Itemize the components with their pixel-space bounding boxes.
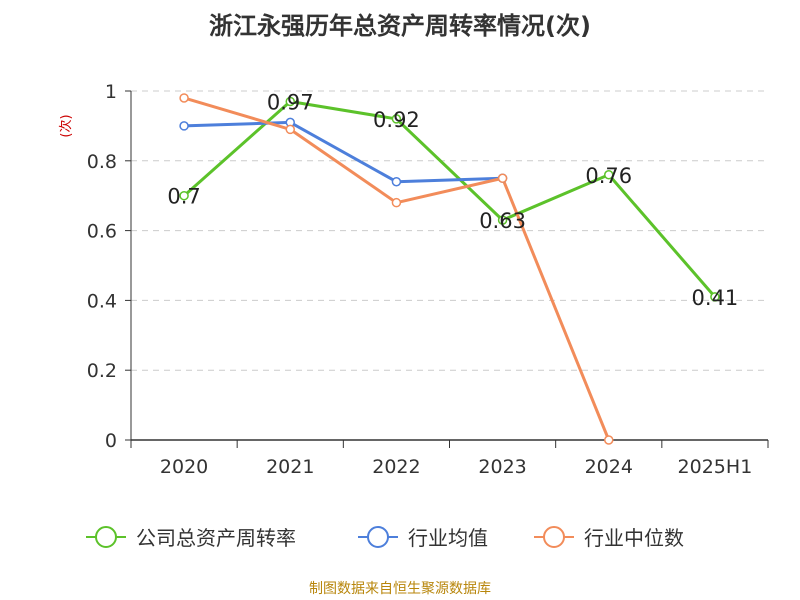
chart-title: 浙江永强历年总资产周转率情况(次) [209,12,591,40]
data-label: 0.92 [373,108,420,132]
data-point [604,170,614,180]
data-point [285,124,295,135]
data-point [604,435,614,445]
legend-marker [367,526,389,548]
y-tick-label: 0.6 [87,221,117,243]
data-point [391,176,402,187]
legend: 公司总资产周转率 行业均值 行业中位数 [86,526,684,550]
data-label: 0.41 [692,286,739,310]
legend-marker [543,526,565,548]
y-tick-label: 0.2 [87,360,117,382]
series-points [179,93,720,445]
x-tick-label: 2021 [266,456,314,478]
y-tick-label: 1 [105,81,117,103]
series-line [183,96,611,441]
x-tick-label: 2025H1 [678,456,753,478]
data-point [497,215,508,225]
y-tick-label: 0.4 [87,290,117,312]
axes [125,90,769,448]
x-tick-label: 2020 [160,456,208,478]
legend-label: 行业均值 [408,526,488,550]
series-lines [183,96,717,441]
data-point [285,96,295,107]
data-point [179,121,189,131]
x-tick-label: 2024 [585,456,633,478]
series-line [184,120,503,184]
data-source: 制图数据来自恒生聚源数据库 [309,581,491,597]
y-tick-label: 0.8 [87,151,117,173]
y-axis-label: (次) [58,114,74,137]
data-label: 0.97 [267,90,314,114]
data-label: 0.76 [585,164,632,188]
y-tick-label: 0 [105,430,117,452]
data-point [391,114,402,124]
data-point [391,197,402,208]
data-point [497,173,508,183]
data-label: 0.63 [479,209,526,233]
data-point [710,292,720,302]
grid-lines [131,90,768,371]
legend-marker [95,526,117,548]
series-line [183,99,717,298]
legend-label: 行业中位数 [584,526,684,550]
data-point [179,190,189,201]
data-label: 0.7 [167,185,200,209]
legend-label: 公司总资产周转率 [136,526,296,550]
tick-labels: 0 0.2 0.4 0.6 0.8 1 2020 2021 2022 2023 2024 2025H1 [87,81,753,478]
x-tick-label: 2023 [478,456,526,478]
data-labels: 0.7 0.97 0.92 0.63 0.76 0.41 [167,90,738,309]
data-point [179,93,189,103]
x-tick-label: 2022 [372,456,420,478]
